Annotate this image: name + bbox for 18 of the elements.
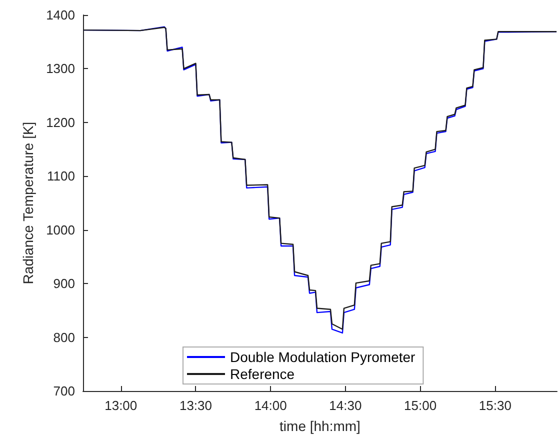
x-tick-label: 14:00 — [254, 398, 287, 413]
y-tick-label: 800 — [53, 330, 75, 345]
y-tick-label: 1100 — [47, 168, 75, 184]
x-tick-label: 14:30 — [329, 398, 362, 413]
y-tick-label: 1000 — [46, 222, 75, 238]
x-tick-label: 15:30 — [478, 398, 512, 413]
y-tick-label: 1400 — [46, 8, 75, 22]
x-tick-label: 13:30 — [179, 398, 212, 413]
x-tick-label: 13:00 — [104, 398, 138, 413]
legend-label: Double Modulation Pyrometer — [230, 349, 416, 365]
y-tick-label: 900 — [53, 276, 75, 292]
y-tick-label: 700 — [53, 384, 75, 398]
x-axis-title: time [hh:mm] — [280, 418, 360, 434]
y-tick-label: 1200 — [46, 114, 75, 130]
legend-label: Reference — [230, 366, 295, 382]
y-axis-title: Radiance Temperature [K] — [20, 122, 36, 284]
y-tick-label: 1300 — [46, 61, 75, 76]
x-tick-label: 15:00 — [404, 398, 437, 413]
